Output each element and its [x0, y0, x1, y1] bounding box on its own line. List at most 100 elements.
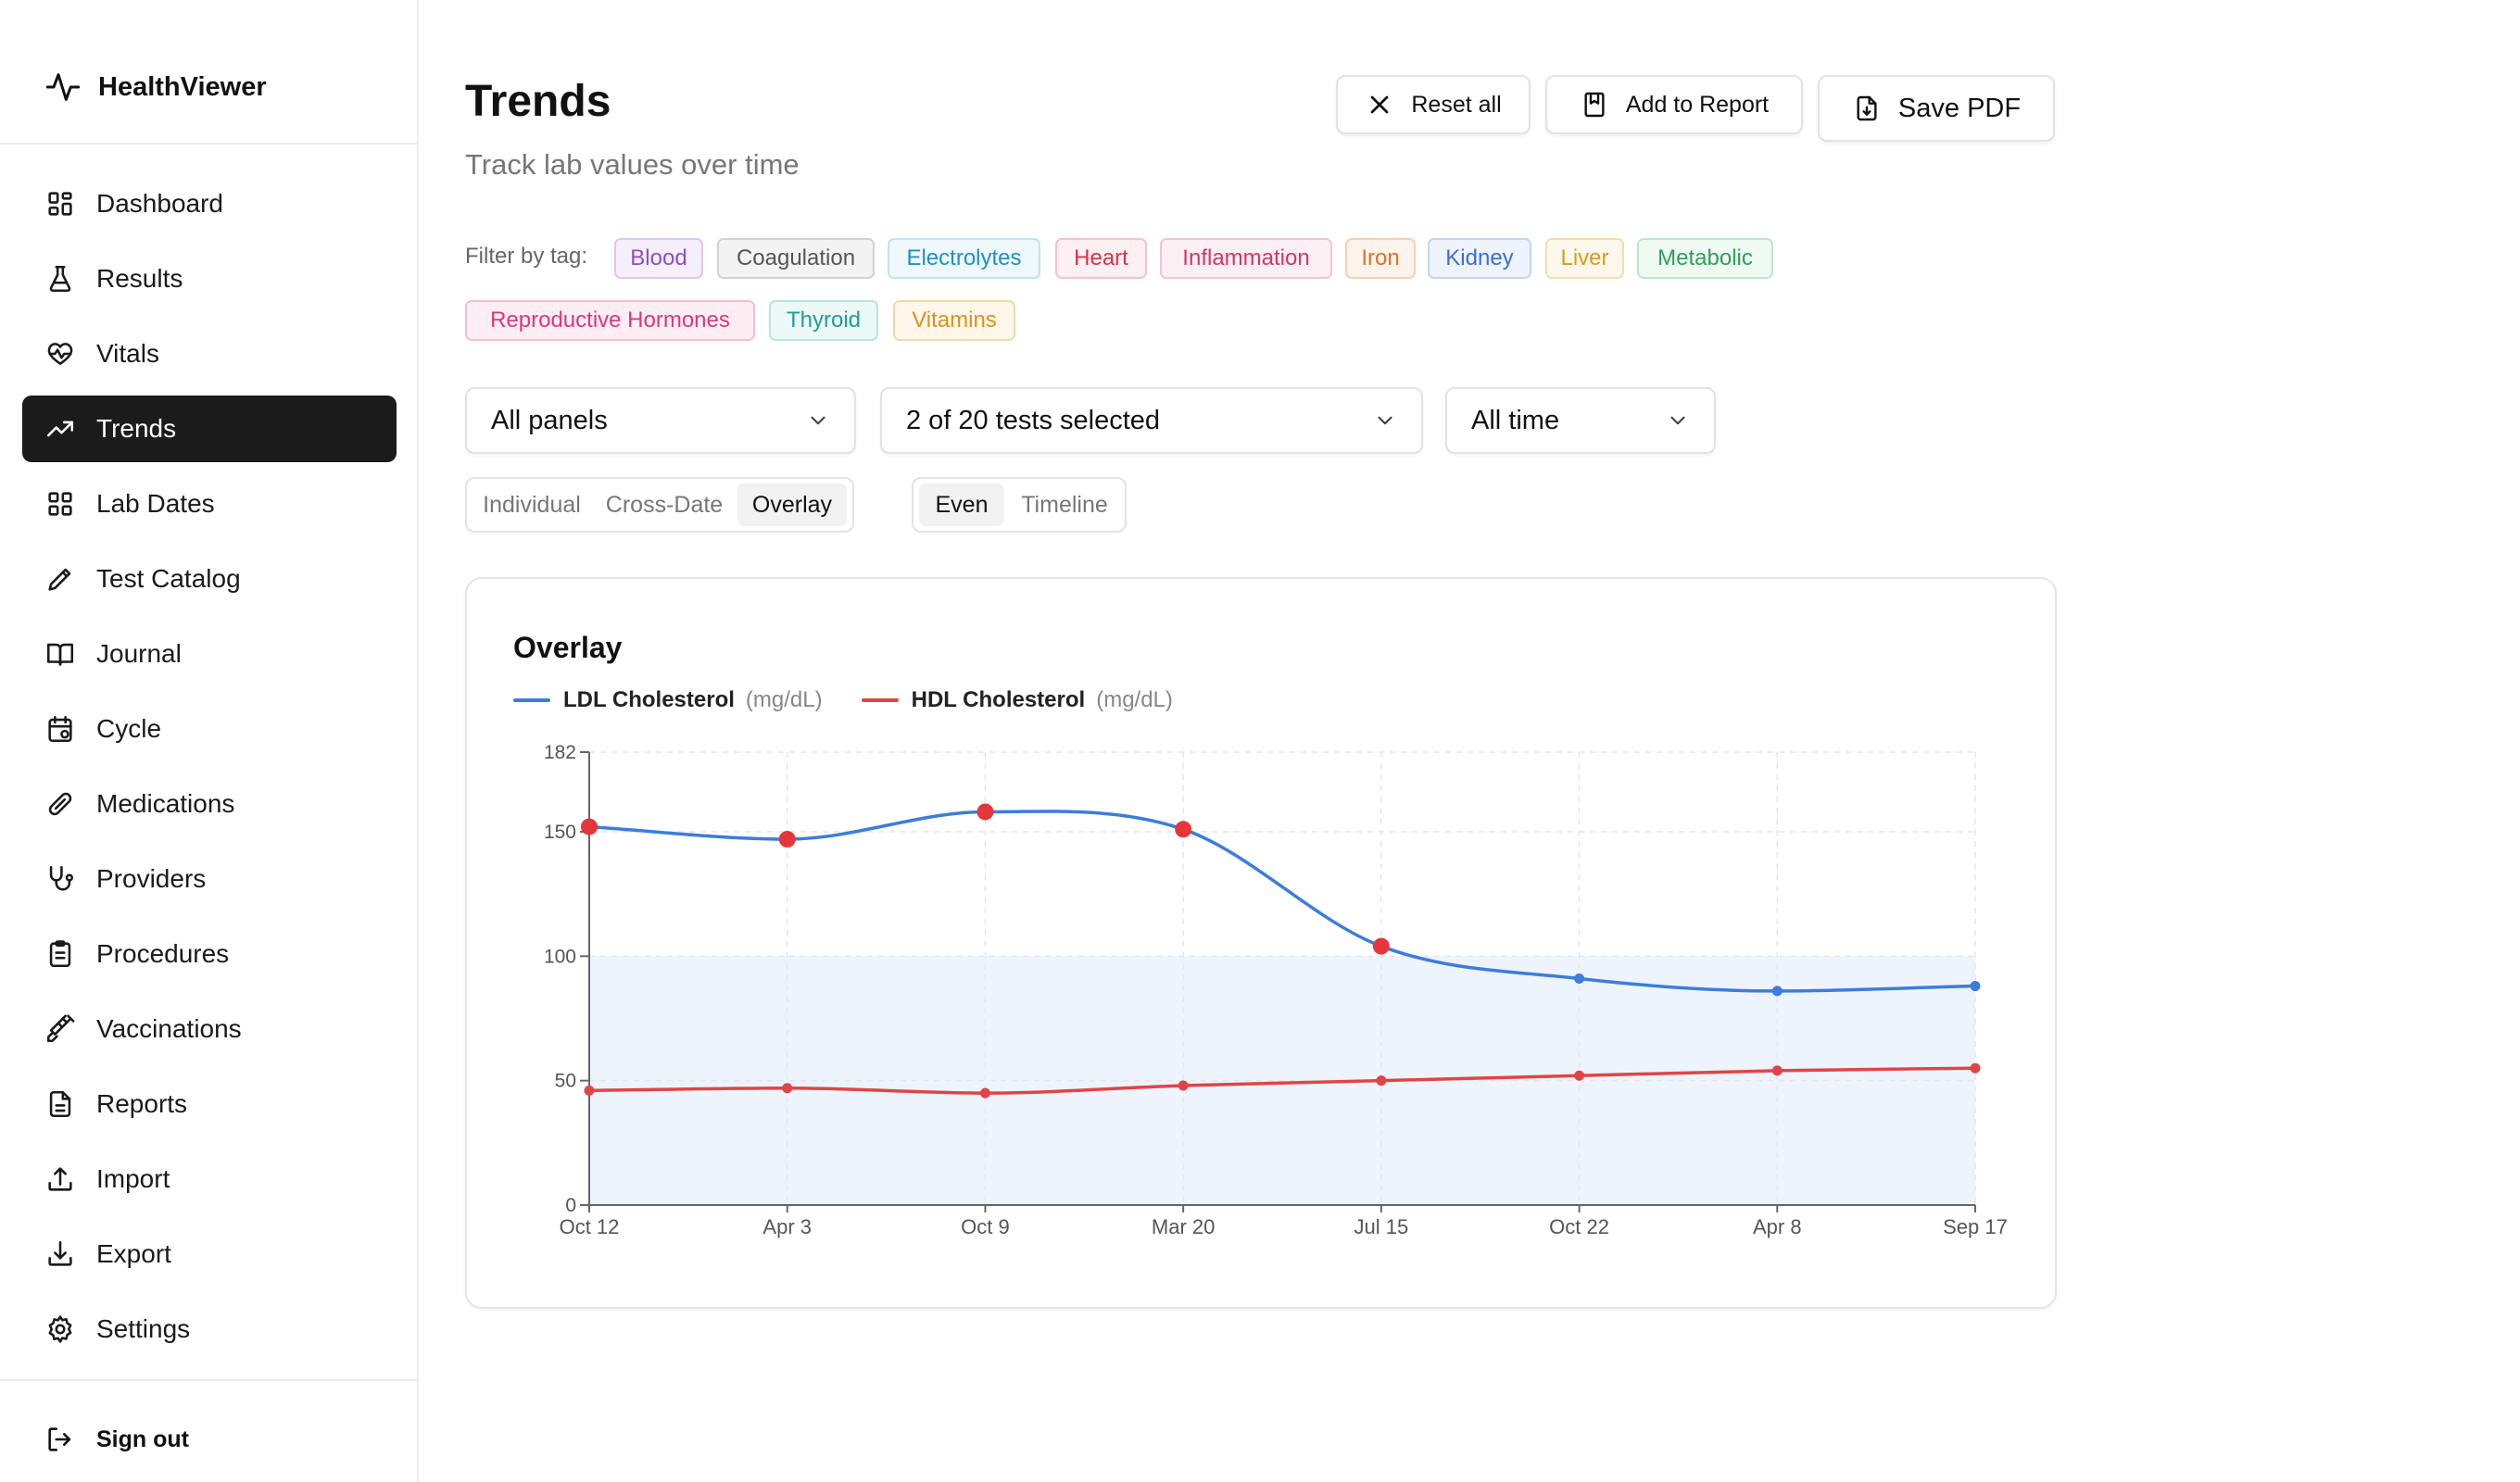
legend-item-ldl[interactable]: LDL Cholesterol (mg/dL): [513, 687, 823, 713]
x-tick-label: Oct 22: [1549, 1215, 1609, 1238]
reset-all-button[interactable]: Reset all: [1336, 75, 1531, 134]
view-mode-toggle: Individual Cross-Date Overlay: [465, 477, 854, 533]
legend-item-hdl[interactable]: HDL Cholesterol (mg/dL): [861, 687, 1173, 713]
tag-thyroid[interactable]: Thyroid: [769, 300, 878, 341]
sidebar-item-label: Results: [96, 264, 183, 293]
divider: [0, 143, 417, 144]
sidebar-item-label: Test Catalog: [96, 564, 241, 593]
filter-label: Filter by tag:: [465, 244, 588, 269]
sidebar-item-label: Cycle: [96, 714, 162, 743]
view-mode-individual[interactable]: Individual: [483, 491, 581, 518]
time-range-select-value: All time: [1471, 405, 1560, 435]
time-range-select[interactable]: All time: [1445, 387, 1716, 454]
reset-all-label: Reset all: [1411, 91, 1502, 118]
tag-inflammation[interactable]: Inflammation: [1160, 238, 1332, 279]
trending-up-icon: [44, 413, 76, 445]
sidebar-item-reports[interactable]: Reports: [22, 1071, 397, 1137]
legend-series-name: LDL Cholesterol: [563, 687, 735, 712]
file-download-icon: [1852, 94, 1882, 123]
tag-kidney[interactable]: Kidney: [1428, 238, 1531, 279]
brand[interactable]: HealthViewer: [44, 65, 267, 109]
data-point: [1178, 1080, 1189, 1091]
x-tick-label: Oct 12: [560, 1215, 620, 1238]
sidebar-item-test-catalog[interactable]: Test Catalog: [22, 546, 397, 612]
y-tick-label: 150: [544, 822, 576, 843]
data-point: [1771, 986, 1783, 997]
spacing-mode-timeline[interactable]: Timeline: [1021, 491, 1108, 518]
pencil-icon: [44, 563, 76, 595]
sign-out-button[interactable]: Sign out: [44, 1413, 189, 1465]
save-pdf-button[interactable]: Save PDF: [1818, 75, 2055, 142]
sidebar-item-settings[interactable]: Settings: [22, 1296, 397, 1363]
data-point-flagged: [1372, 937, 1390, 955]
data-point: [1574, 973, 1585, 984]
sidebar-item-export[interactable]: Export: [22, 1221, 397, 1287]
spacing-mode-even[interactable]: Even: [919, 484, 1004, 526]
chevron-down-icon: [1373, 408, 1397, 433]
sidebar-item-vaccinations[interactable]: Vaccinations: [22, 996, 397, 1062]
sidebar-item-providers[interactable]: Providers: [22, 846, 397, 912]
sidebar-item-results[interactable]: Results: [22, 245, 397, 312]
add-to-report-label: Add to Report: [1625, 91, 1770, 118]
chevron-down-icon: [806, 408, 830, 433]
page-title: Trends: [465, 77, 611, 126]
chart-legend: LDL Cholesterol (mg/dL) HDL Cholesterol …: [513, 687, 1212, 713]
spacing-mode-toggle: Even Timeline: [912, 477, 1127, 533]
data-point: [1771, 1065, 1783, 1076]
tag-coagulation[interactable]: Coagulation: [717, 238, 875, 279]
panels-select[interactable]: All panels: [465, 387, 856, 454]
chart-title: Overlay: [513, 631, 623, 664]
view-mode-overlay[interactable]: Overlay: [737, 484, 847, 526]
y-tick-label: 100: [544, 946, 576, 967]
tag-reproductive-hormones[interactable]: Reproductive Hormones: [465, 300, 755, 341]
sidebar-item-procedures[interactable]: Procedures: [22, 921, 397, 987]
tag-vitamins[interactable]: Vitamins: [893, 300, 1015, 341]
tag-electrolytes[interactable]: Electrolytes: [888, 238, 1040, 279]
bookmark-icon: [1580, 90, 1609, 119]
sidebar-item-label: Journal: [96, 639, 182, 668]
divider: [0, 1379, 417, 1381]
data-point: [1376, 1075, 1387, 1086]
y-tick-label: 50: [555, 1071, 576, 1092]
tests-select[interactable]: 2 of 20 tests selected: [880, 387, 1423, 454]
sidebar-item-import[interactable]: Import: [22, 1146, 397, 1212]
data-point: [979, 1087, 990, 1099]
pill-icon: [44, 788, 76, 820]
activity-icon: [44, 69, 82, 106]
tests-select-value: 2 of 20 tests selected: [906, 405, 1161, 435]
grid-icon: [44, 488, 76, 520]
sidebar-item-label: Providers: [96, 864, 207, 893]
sidebar-item-vitals[interactable]: Vitals: [22, 320, 397, 387]
dashboard-icon: [44, 188, 76, 220]
tag-heart[interactable]: Heart: [1055, 238, 1147, 279]
log-out-icon: [44, 1424, 76, 1455]
data-point: [782, 1083, 793, 1094]
y-tick-label: 182: [544, 742, 576, 763]
data-point: [584, 1085, 595, 1096]
stethoscope-icon: [44, 863, 76, 895]
book-icon: [44, 638, 76, 670]
sidebar-item-medications[interactable]: Medications: [22, 771, 397, 837]
x-tick-label: Sep 17: [1943, 1215, 2008, 1238]
data-point-flagged: [581, 818, 598, 835]
series-line-hdl-cholesterol: [588, 1066, 1976, 1095]
sidebar-item-label: Reports: [96, 1089, 188, 1118]
save-pdf-label: Save PDF: [1897, 93, 2022, 123]
add-to-report-button[interactable]: Add to Report: [1545, 75, 1803, 134]
x-tick-label: Mar 20: [1152, 1215, 1215, 1238]
tag-iron[interactable]: Iron: [1345, 238, 1416, 279]
tag-blood[interactable]: Blood: [614, 238, 703, 279]
sidebar-item-dashboard[interactable]: Dashboard: [22, 170, 397, 237]
tag-metabolic[interactable]: Metabolic: [1637, 238, 1773, 279]
clipboard-icon: [44, 938, 76, 970]
sidebar-item-cycle[interactable]: Cycle: [22, 696, 397, 762]
data-point: [1970, 981, 1981, 992]
tag-liver[interactable]: Liver: [1545, 238, 1624, 279]
sign-out-label: Sign out: [96, 1425, 189, 1452]
sidebar-item-trends[interactable]: Trends: [22, 396, 397, 462]
sidebar-item-lab-dates[interactable]: Lab Dates: [22, 471, 397, 537]
view-mode-cross-date[interactable]: Cross-Date: [605, 491, 724, 518]
line-chart: 0 50 100 150 182 Oct 12 Apr 3 Oct 9 Mar 20 Jul 15…: [544, 742, 2008, 1238]
sidebar-item-label: Settings: [96, 1314, 191, 1343]
sidebar-item-journal[interactable]: Journal: [22, 621, 397, 687]
